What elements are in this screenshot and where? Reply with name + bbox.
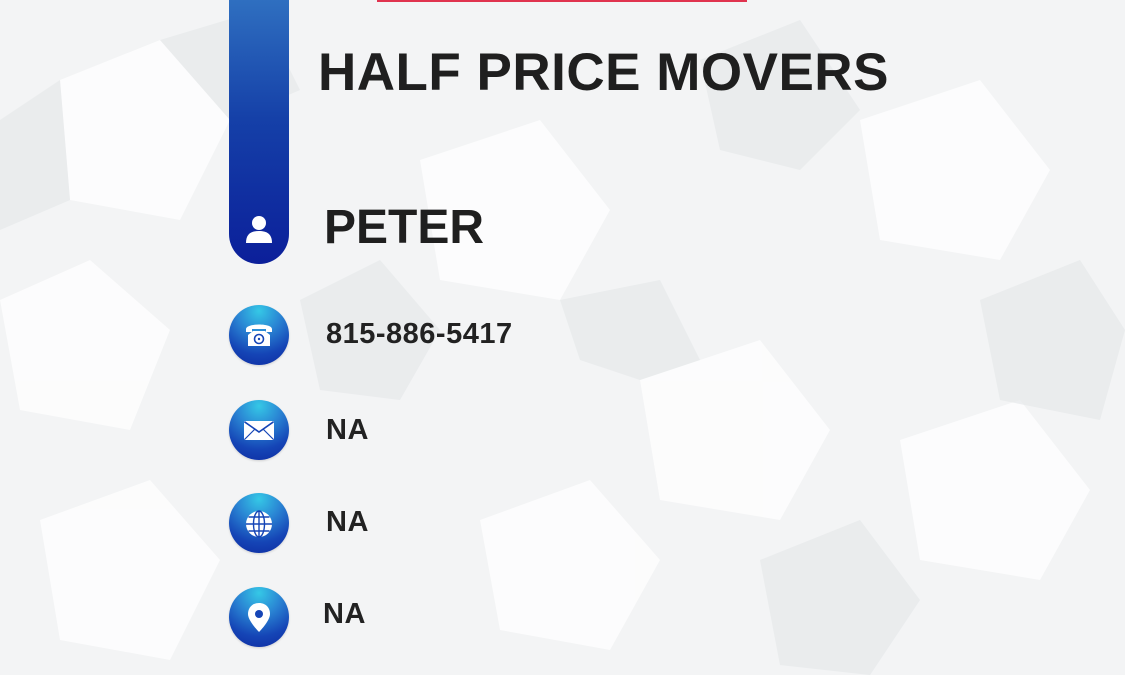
top-accent-line [377, 0, 747, 2]
phone-number[interactable]: 815-886-5417 [326, 318, 513, 350]
person-name: PETER [324, 201, 485, 254]
globe-icon-badge[interactable] [229, 493, 289, 553]
location-icon-badge[interactable] [229, 587, 289, 647]
location-pin-icon [248, 603, 270, 632]
phone-icon-badge[interactable] [229, 305, 289, 365]
address-value[interactable]: NA [323, 598, 366, 630]
email-value[interactable]: NA [326, 414, 369, 446]
header-bar [229, 0, 289, 264]
mail-icon [244, 421, 274, 440]
mail-icon-badge[interactable] [229, 400, 289, 460]
globe-icon [246, 510, 272, 538]
company-name: HALF PRICE MOVERS [318, 43, 889, 102]
phone-icon [246, 324, 272, 346]
website-value[interactable]: NA [326, 506, 369, 538]
person-icon [246, 216, 272, 243]
